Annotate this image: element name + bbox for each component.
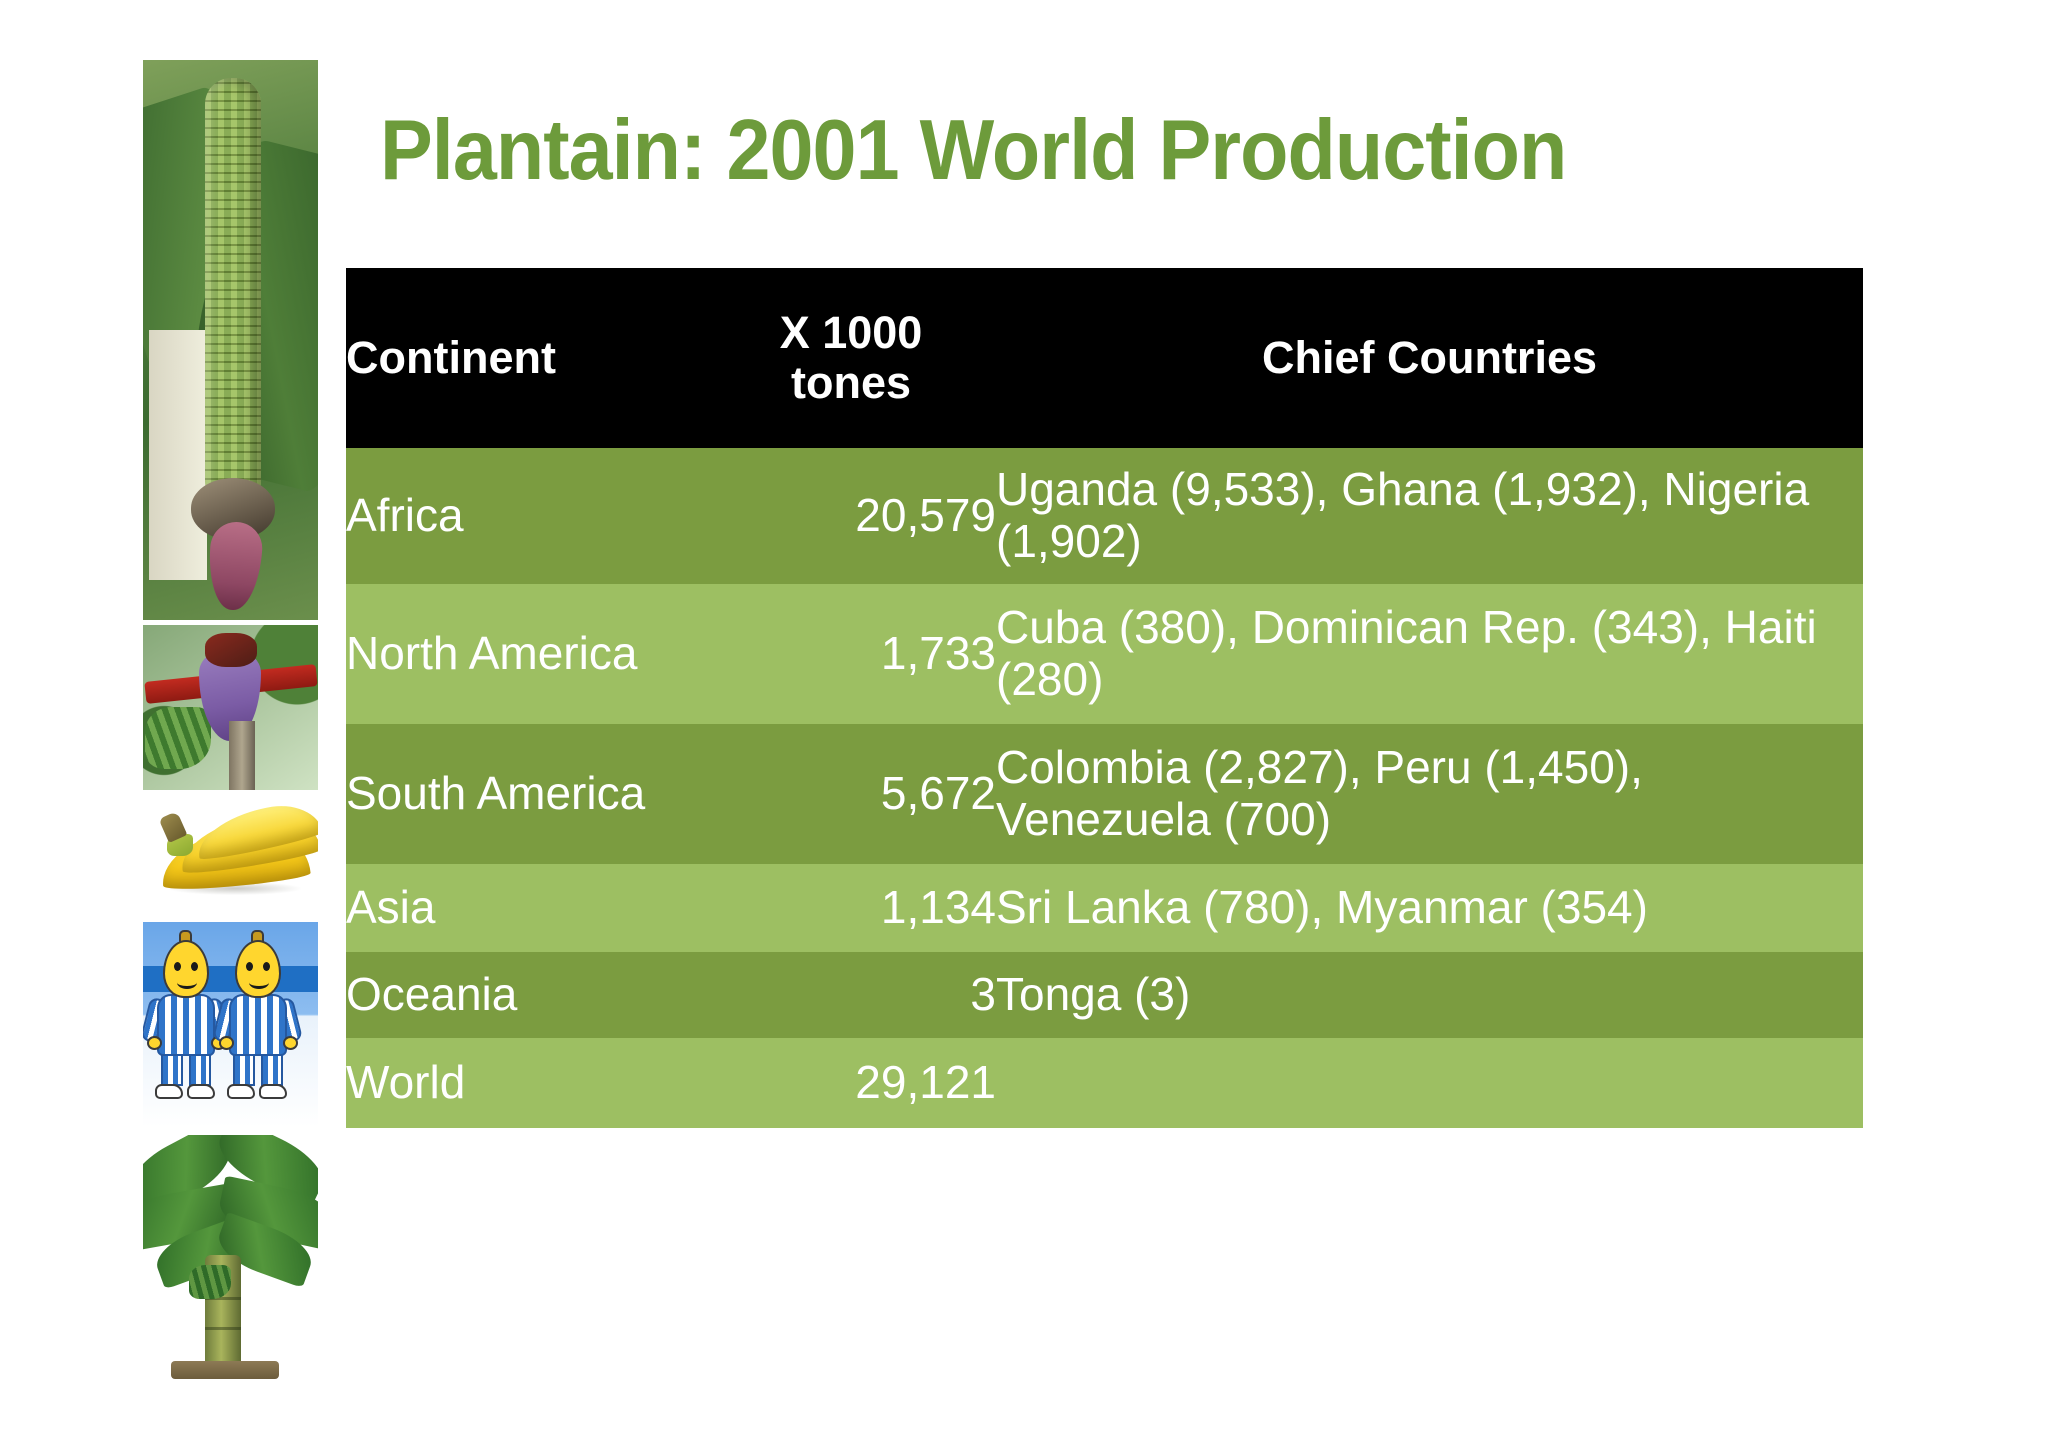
cell-countries: Cuba (380), Dominican Rep. (343), Haiti … — [996, 584, 1863, 724]
character-shoe — [155, 1084, 183, 1099]
character-head — [163, 940, 209, 998]
cell-amount: 3 — [706, 952, 996, 1038]
table-row: Asia 1,134 Sri Lanka (780), Myanmar (354… — [346, 864, 1863, 952]
character-leg — [189, 1052, 211, 1086]
ripe-yellow-bananas-image — [143, 800, 318, 915]
character-smile — [177, 976, 197, 989]
bananas-in-pyjamas-cartoon-image — [143, 922, 318, 1127]
cell-continent: World — [346, 1038, 706, 1128]
image-strip — [143, 60, 318, 1380]
cell-amount: 1,733 — [706, 584, 996, 724]
banana-plant-image — [143, 1135, 318, 1380]
column-header-amount-line1: X 1000 — [779, 306, 923, 358]
cartoon-banana-character — [143, 930, 232, 1100]
character-leg — [233, 1052, 255, 1086]
page-title: Plantain: 2001 World Production — [380, 103, 1567, 198]
cell-amount: 20,579 — [706, 448, 996, 584]
banana-flower-image — [143, 625, 318, 790]
cell-countries — [996, 1038, 1863, 1128]
cartoon-banana-character — [211, 930, 304, 1100]
character-pyjama-body — [229, 994, 287, 1056]
table-body: Africa 20,579 Uganda (9,533), Ghana (1,9… — [346, 448, 1863, 1128]
stem-ring — [205, 1327, 241, 1330]
table-header: Continent X 1000 tones Chief Countries — [346, 268, 1863, 448]
plant-trunk-shape — [229, 721, 255, 790]
cell-continent: Oceania — [346, 952, 706, 1038]
character-shoe — [187, 1084, 215, 1099]
flower-head-shape — [205, 633, 257, 667]
green-banana-hands — [145, 707, 211, 769]
column-header-amount: X 1000 tones — [706, 268, 996, 448]
cell-countries: Sri Lanka (780), Myanmar (354) — [996, 864, 1863, 952]
cell-amount: 29,121 — [706, 1038, 996, 1128]
character-eye — [191, 962, 198, 971]
table-row: North America 1,733 Cuba (380), Dominica… — [346, 584, 1863, 724]
character-leg — [261, 1052, 283, 1086]
cell-continent: Asia — [346, 864, 706, 952]
green-fruit-cluster — [189, 1265, 231, 1299]
character-leg — [161, 1052, 183, 1086]
character-eye — [174, 962, 181, 971]
cell-amount: 1,134 — [706, 864, 996, 952]
table-row: South America 5,672 Colombia (2,827), Pe… — [346, 724, 1863, 864]
table-header-row: Continent X 1000 tones Chief Countries — [346, 268, 1863, 448]
character-shoe — [259, 1084, 287, 1099]
character-eye — [246, 962, 253, 971]
cell-countries: Tonga (3) — [996, 952, 1863, 1038]
character-hand — [147, 1036, 162, 1050]
character-pyjama-body — [157, 994, 215, 1056]
ground-shape — [171, 1361, 279, 1379]
cell-continent: South America — [346, 724, 706, 864]
character-hand — [283, 1036, 298, 1050]
character-head — [235, 940, 281, 998]
character-hand — [219, 1036, 234, 1050]
column-header-amount-line2: tones — [790, 357, 911, 408]
table-row: Africa 20,579 Uganda (9,533), Ghana (1,9… — [346, 448, 1863, 584]
cell-amount: 5,672 — [706, 724, 996, 864]
character-eye — [263, 962, 270, 971]
plantain-production-table: Continent X 1000 tones Chief Countries A… — [346, 268, 1863, 1128]
flower-bract — [205, 520, 265, 612]
background-wall — [149, 330, 207, 580]
character-shoe — [227, 1084, 255, 1099]
column-header-chief-countries: Chief Countries — [996, 268, 1863, 448]
cell-countries: Colombia (2,827), Peru (1,450), Venezuel… — [996, 724, 1863, 864]
column-header-continent: Continent — [346, 268, 706, 448]
plantain-fruit-spike — [205, 78, 261, 498]
cell-continent: Africa — [346, 448, 706, 584]
character-smile — [249, 976, 269, 989]
stem-ring — [205, 1297, 241, 1300]
plantain-flower-stalk-image — [143, 60, 318, 620]
cell-countries: Uganda (9,533), Ghana (1,932), Nigeria (… — [996, 448, 1863, 584]
cell-continent: North America — [346, 584, 706, 724]
table-row: Oceania 3 Tonga (3) — [346, 952, 1863, 1038]
table-row: World 29,121 — [346, 1038, 1863, 1128]
